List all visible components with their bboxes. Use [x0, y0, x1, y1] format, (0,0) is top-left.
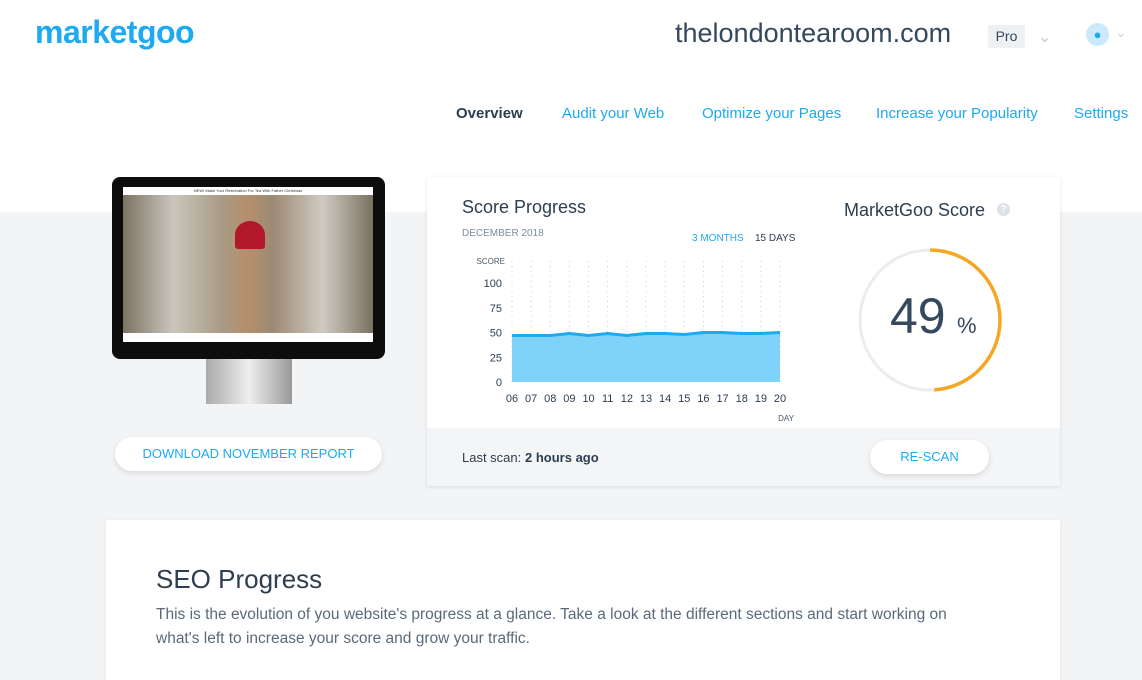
score-progress-title: Score Progress	[462, 197, 587, 217]
seo-text-line2: what's left to increase your score and g…	[156, 630, 530, 647]
tab-optimize[interactable]: Optimize your Pages	[702, 105, 842, 122]
logo[interactable]: marketgoo	[35, 14, 195, 50]
score-chart: 06 07 08 09 10 11 12 13 14 15 16 17 18 19 20 100 75 50 25 0…	[477, 257, 795, 423]
last-scan-value: 2 hours ago	[525, 450, 599, 465]
x-tick-label: 13	[640, 393, 652, 405]
score-unit: %	[957, 313, 977, 338]
x-tick-label: 19	[755, 393, 767, 405]
site-dropdown-chevron-icon[interactable]: ⌄	[1038, 29, 1052, 46]
user-avatar-icon[interactable]: ●	[1086, 23, 1109, 46]
card-footer: Last scan: 2 hours ago RE-SCAN	[427, 428, 1060, 486]
tab-overview[interactable]: Overview	[456, 105, 523, 122]
score-card: Score Progress DECEMBER 2018 3 MONTHS 15…	[427, 177, 1060, 486]
x-tick-label: 20	[774, 393, 786, 405]
hero-photo	[123, 195, 373, 333]
x-tick-label: 06	[506, 393, 518, 405]
plan-badge: Pro	[988, 25, 1025, 48]
tab-settings[interactable]: Settings	[1074, 105, 1129, 122]
last-scan-label: Last scan:	[462, 450, 522, 465]
user-menu-chevron-icon[interactable]: ⌄	[1116, 26, 1127, 40]
download-report-button[interactable]: DOWNLOAD NOVEMBER REPORT	[115, 437, 382, 471]
x-tick-label: 10	[582, 393, 594, 405]
range-3-months[interactable]: 3 MONTHS	[692, 233, 744, 244]
header-band	[0, 0, 1142, 212]
marketgoo-score-title: MarketGoo Score	[844, 200, 986, 220]
x-tick-label: 15	[678, 393, 690, 405]
x-tick-label: 18	[736, 393, 748, 405]
x-tick-label: 14	[659, 393, 671, 405]
monitor-stand	[206, 359, 292, 404]
site-banner: NEW! Make Your Reservation For Tea With …	[193, 188, 303, 193]
x-tick-label: 16	[697, 393, 709, 405]
y-axis-label: SCORE	[477, 257, 505, 266]
score-gauge	[858, 248, 1002, 392]
tab-audit[interactable]: Audit your Web	[562, 105, 665, 122]
x-tick-label: 11	[602, 393, 613, 405]
x-tick-label: 08	[544, 393, 556, 405]
gauge-fill	[858, 248, 1002, 392]
y-tick-label: 100	[484, 278, 502, 290]
x-axis-label: DAY	[778, 414, 795, 423]
website-preview-monitor: NEW! Make Your Reservation For Tea With …	[112, 177, 385, 359]
y-tick-label: 75	[490, 303, 502, 315]
score-area	[512, 332, 780, 382]
help-question-icon[interactable]: ?	[997, 203, 1010, 216]
rescan-button[interactable]: RE-SCAN	[870, 440, 989, 474]
range-15-days[interactable]: 15 DAYS	[755, 233, 796, 244]
x-tick-label: 17	[716, 393, 728, 405]
y-tick-label: 0	[496, 377, 502, 389]
period-label: DECEMBER 2018	[462, 228, 544, 239]
y-tick-label: 50	[490, 328, 502, 340]
seo-text-line1: This is the evolution of you website's p…	[156, 606, 947, 623]
score-value: 49	[890, 288, 946, 344]
tab-popularity[interactable]: Increase your Popularity	[876, 105, 1038, 122]
website-screenshot: NEW! Make Your Reservation For Tea With …	[123, 187, 373, 342]
score-line	[512, 331, 781, 337]
seo-progress-section: SEO Progress This is the evolution of yo…	[106, 520, 1060, 680]
x-tick-label: 07	[525, 393, 537, 405]
x-tick-label: 12	[621, 393, 633, 405]
y-tick-label: 25	[490, 352, 502, 364]
x-tick-label: 09	[563, 393, 575, 405]
site-name: thelondontearoom.com	[675, 18, 952, 48]
seo-title: SEO Progress	[156, 564, 323, 594]
